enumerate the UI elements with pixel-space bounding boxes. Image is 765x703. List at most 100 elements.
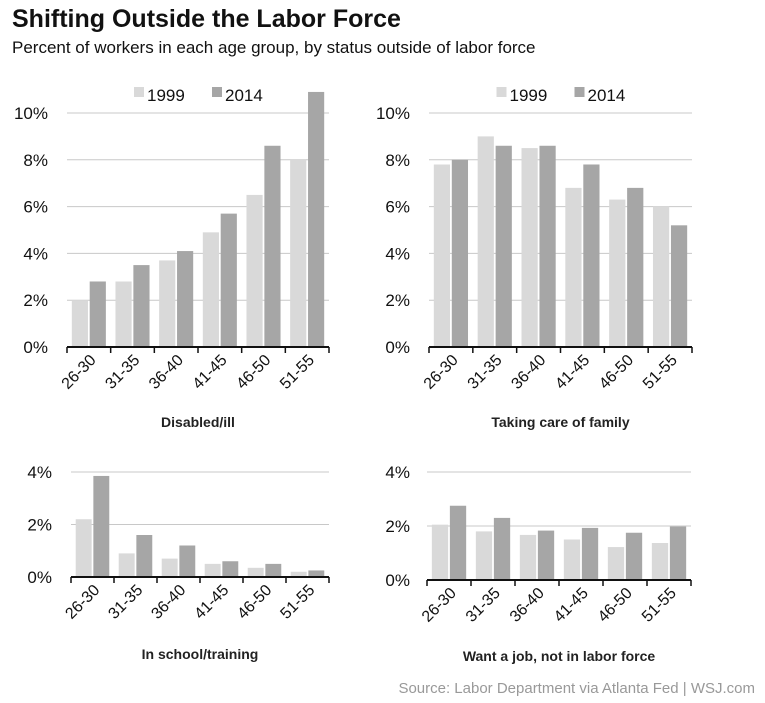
- bar-2014-51-55: [308, 570, 325, 577]
- x-tick-label: 26-30: [62, 582, 103, 623]
- chart-subtitle: Percent of workers in each age group, by…: [12, 38, 536, 57]
- y-tick-label: 2%: [23, 291, 48, 310]
- x-tick-label: 36-40: [148, 582, 189, 623]
- x-tick-label: 31-35: [105, 582, 146, 623]
- bar-2014-36-40: [537, 530, 555, 580]
- x-tick-label: 26-30: [419, 585, 460, 626]
- y-tick-label: 8%: [23, 151, 48, 170]
- bar-1999-26-30: [433, 164, 451, 347]
- panel-title: Disabled/ill: [161, 414, 235, 430]
- bar-1999-36-40: [161, 558, 178, 577]
- bar-1999-31-35: [477, 136, 494, 347]
- x-tick-label: 46-50: [596, 352, 637, 393]
- y-tick-label: 8%: [385, 151, 410, 170]
- y-tick-label: 4%: [385, 463, 410, 482]
- bar-1999-51-55: [652, 206, 670, 347]
- x-tick-label: 51-55: [639, 585, 680, 626]
- x-tick-label: 36-40: [507, 585, 548, 626]
- legend-label-2014: 2014: [225, 86, 263, 105]
- panel-0: 0% 2% 4% 6% 8% 10% 26-30 31-35 36-40 41-45 46-50 51…: [14, 86, 330, 430]
- x-tick-label: 31-35: [102, 352, 143, 393]
- bar-1999-46-50: [247, 567, 264, 577]
- bar-2014-41-45: [583, 164, 600, 347]
- legend-label-1999: 1999: [510, 86, 548, 105]
- bar-1999-26-30: [75, 519, 92, 577]
- legend-swatch-1999: [496, 87, 507, 97]
- legend-swatch-2014: [212, 87, 222, 97]
- bar-1999-41-45: [563, 539, 581, 580]
- bar-2014-36-40: [539, 145, 556, 347]
- bar-2014-41-45: [222, 561, 239, 577]
- bar-2014-36-40: [177, 251, 194, 347]
- bar-2014-31-35: [136, 535, 153, 577]
- legend-label-2014: 2014: [588, 86, 626, 105]
- y-tick-label: 10%: [14, 104, 48, 123]
- bar-2014-46-50: [625, 532, 643, 580]
- bar-2014-46-50: [627, 187, 644, 347]
- panel-2: 0% 2% 4% 26-30 31-35 36-40 41-45 46-50 51-55 In s…: [27, 463, 330, 662]
- bar-1999-51-55: [651, 543, 669, 580]
- panel-title: Want a job, not in labor force: [463, 648, 656, 664]
- bar-2014-26-30: [451, 159, 469, 347]
- x-tick-label: 31-35: [465, 352, 506, 393]
- y-tick-label: 0%: [23, 338, 48, 357]
- bar-1999-51-55: [290, 159, 307, 347]
- x-tick-label: 51-55: [640, 352, 681, 393]
- y-tick-label: 6%: [385, 198, 410, 217]
- x-tick-label: 41-45: [552, 352, 593, 393]
- bar-1999-41-45: [204, 563, 221, 577]
- x-tick-label: 51-55: [277, 352, 318, 393]
- panel-title: Taking care of family: [491, 414, 629, 430]
- panel-3: 0% 2% 4% 26-30 31-35 36-40 41-45 46-50 51-55 Want…: [385, 463, 692, 664]
- bar-2014-46-50: [265, 563, 282, 577]
- bar-1999-51-55: [290, 571, 307, 577]
- y-tick-label: 4%: [23, 244, 48, 263]
- bar-2014-26-30: [449, 505, 467, 580]
- y-tick-label: 6%: [23, 198, 48, 217]
- bar-1999-31-35: [475, 531, 493, 580]
- x-tick-label: 41-45: [190, 352, 231, 393]
- x-tick-label: 41-45: [191, 582, 232, 623]
- bar-1999-31-35: [118, 553, 135, 577]
- bar-2014-41-45: [581, 527, 599, 580]
- x-tick-label: 36-40: [146, 352, 187, 393]
- x-tick-label: 26-30: [421, 352, 462, 393]
- x-tick-label: 26-30: [59, 352, 100, 393]
- y-tick-label: 0%: [385, 338, 410, 357]
- bar-2014-31-35: [495, 145, 512, 347]
- bar-1999-26-30: [431, 524, 449, 580]
- bar-1999-46-50: [609, 199, 626, 347]
- y-tick-label: 2%: [385, 517, 410, 536]
- legend-swatch-1999: [134, 87, 144, 97]
- x-tick-label: 46-50: [595, 585, 636, 626]
- bar-2014-51-55: [669, 526, 687, 580]
- y-tick-label: 4%: [27, 463, 52, 482]
- x-tick-label: 36-40: [508, 352, 549, 393]
- bar-2014-26-30: [93, 475, 110, 577]
- x-tick-label: 51-55: [277, 582, 318, 623]
- y-tick-label: 2%: [27, 516, 52, 535]
- bar-1999-31-35: [115, 281, 132, 347]
- bar-1999-36-40: [521, 148, 538, 347]
- bar-1999-36-40: [519, 534, 537, 580]
- panel-1: 0% 2% 4% 6% 8% 10% 26-30 31-35 36-40 41-45 46-50 51…: [376, 86, 693, 430]
- bar-2014-36-40: [179, 545, 196, 577]
- x-tick-label: 46-50: [233, 352, 274, 393]
- bar-2014-41-45: [220, 213, 237, 347]
- bar-1999-41-45: [565, 187, 582, 347]
- y-tick-label: 4%: [385, 244, 410, 263]
- bar-2014-31-35: [493, 517, 511, 580]
- panel-title: In school/training: [142, 646, 259, 662]
- chart-title: Shifting Outside the Labor Force: [12, 5, 401, 33]
- bar-2014-51-55: [308, 91, 325, 347]
- x-tick-label: 41-45: [551, 585, 592, 626]
- source-note: Source: Labor Department via Atlanta Fed…: [398, 680, 755, 697]
- bar-1999-36-40: [159, 260, 176, 347]
- bar-1999-46-50: [246, 194, 263, 347]
- x-tick-label: 46-50: [234, 582, 275, 623]
- bar-1999-46-50: [607, 547, 625, 580]
- bar-2014-46-50: [264, 145, 281, 347]
- bar-2014-26-30: [89, 281, 106, 347]
